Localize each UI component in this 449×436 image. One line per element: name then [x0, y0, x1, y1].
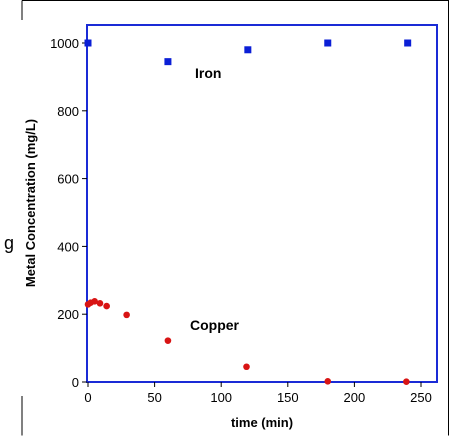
y-tick-label: 0 — [72, 375, 79, 390]
x-tick-label: 250 — [410, 390, 432, 405]
iron-point — [164, 58, 172, 66]
copper-point — [403, 378, 410, 385]
y-tick-label: 800 — [57, 104, 79, 119]
iron-point — [324, 39, 332, 47]
copper-point — [96, 300, 104, 307]
copper-point — [103, 302, 110, 310]
copper-point — [164, 337, 172, 344]
x-tick-label: 150 — [277, 390, 299, 405]
copper-point — [91, 298, 98, 305]
y-tick-label: 1000 — [50, 36, 79, 51]
iron-point — [404, 39, 412, 47]
x-tick-label: 200 — [344, 390, 366, 405]
iron-point — [84, 39, 92, 47]
iron-series-label: Iron — [195, 65, 221, 81]
copper-series-label: Copper — [190, 317, 240, 333]
y-tick-label: 400 — [57, 239, 79, 254]
y-tick-label: 600 — [57, 172, 79, 187]
y-axis-title: Metal Concentration (mg/L) — [23, 119, 38, 287]
cropped-fragment-label: g — [4, 233, 14, 253]
chart-marks — [84, 39, 412, 385]
x-axis-title: time (min) — [231, 415, 293, 430]
x-tick-label: 50 — [147, 390, 161, 405]
copper-point — [243, 363, 250, 371]
y-tick-label: 200 — [57, 307, 79, 322]
copper-point — [123, 311, 130, 319]
iron-point — [244, 46, 252, 54]
axes: 0 200 400 600 800 1000 0 50 100 150 200 250 — [50, 36, 432, 405]
copper-point — [324, 378, 332, 385]
x-tick-label: 100 — [210, 390, 232, 405]
x-tick-label: 0 — [84, 390, 91, 405]
plot-area-frame — [86, 24, 438, 383]
